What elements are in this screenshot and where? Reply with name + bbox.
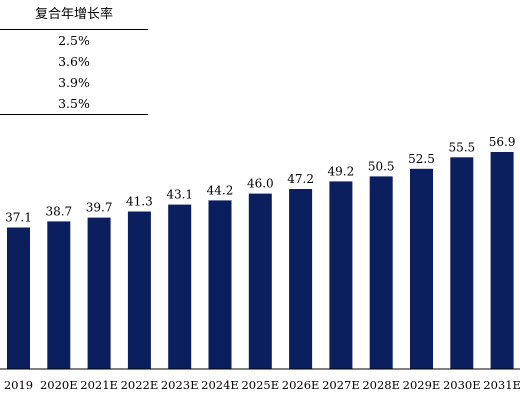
x-tick-2024E: 2024E [201, 378, 239, 392]
x-tick-2028E: 2028E [362, 378, 400, 392]
value-label-2026E: 47.2 [287, 172, 314, 186]
value-label-2022E: 41.3 [126, 195, 153, 209]
bar-series [7, 152, 514, 369]
x-tick-2022E: 2022E [121, 378, 159, 392]
table-row-3: 3.9% [58, 75, 90, 90]
bar-2025E [248, 193, 272, 369]
value-label-2019: 37.1 [5, 211, 32, 225]
value-label-2030E: 55.5 [448, 140, 475, 154]
value-label-2031E: 56.9 [489, 135, 516, 149]
bar-2020E [47, 221, 71, 369]
table-row-4: 3.5% [58, 96, 90, 111]
x-tick-2019: 2019 [4, 378, 33, 392]
bar-2022E [127, 211, 151, 369]
bar-2029E [410, 168, 433, 369]
x-tick-2025E: 2025E [241, 378, 279, 392]
growth-rate-table: 复合年增长率 2.5% 3.6% 3.9% 3.5% [0, 0, 148, 115]
x-tick-2031E: 2031E [483, 378, 520, 392]
value-label-2025E: 46.0 [247, 177, 274, 191]
bar-2027E [329, 181, 353, 369]
bar-2028E [369, 176, 393, 369]
x-tick-2027E: 2027E [322, 378, 360, 392]
value-label-2029E: 52.5 [408, 152, 435, 166]
table-header: 复合年增长率 [34, 7, 113, 22]
value-label-2024E: 44.2 [207, 183, 234, 197]
bar-2023E [168, 204, 192, 369]
value-label-2027E: 49.2 [328, 164, 355, 178]
value-labels: 37.1 38.7 39.7 41.3 43.1 44.2 46.0 47.2 49.2 50.5… [5, 135, 515, 225]
x-tick-2021E: 2021E [80, 378, 118, 392]
table-bottom-rule [0, 114, 148, 115]
value-label-2023E: 43.1 [166, 188, 193, 202]
bar-2031E [490, 152, 514, 369]
x-tick-2026E: 2026E [282, 378, 320, 392]
x-tick-2030E: 2030E [443, 378, 481, 392]
x-tick-2029E: 2029E [403, 378, 441, 392]
value-label-2028E: 50.5 [368, 159, 395, 173]
bar-2030E [450, 157, 474, 369]
x-tick-2023E: 2023E [161, 378, 199, 392]
bar-2019 [7, 227, 30, 369]
table-row-2: 3.6% [58, 54, 90, 69]
table-row-1: 2.5% [58, 33, 90, 48]
bar-2021E [87, 217, 111, 369]
x-tick-2020E: 2020E [40, 378, 78, 392]
bar-2024E [208, 200, 232, 369]
x-tick-labels: 2019 2020E 2021E 2022E 2023E 2024E 2025E 2026E 2… [4, 378, 520, 392]
value-label-2021E: 39.7 [86, 201, 113, 215]
table-header-rule [0, 29, 148, 30]
bar-2026E [289, 189, 313, 369]
value-label-2020E: 38.7 [45, 204, 72, 218]
